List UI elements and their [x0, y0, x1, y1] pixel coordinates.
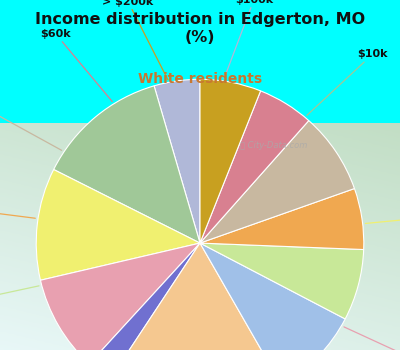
- Text: $50k: $50k: [0, 201, 35, 218]
- Wedge shape: [54, 86, 200, 243]
- Text: ⓘ City-Data.com: ⓘ City-Data.com: [240, 141, 307, 150]
- Text: Income distribution in Edgerton, MO
(%): Income distribution in Edgerton, MO (%): [35, 12, 365, 45]
- Text: $200k: $200k: [0, 286, 39, 312]
- Text: $150k: $150k: [344, 327, 400, 350]
- Text: $125k: $125k: [366, 209, 400, 223]
- Wedge shape: [200, 243, 345, 350]
- Wedge shape: [200, 79, 260, 243]
- Text: $100k: $100k: [224, 0, 273, 78]
- Text: White residents: White residents: [138, 72, 262, 86]
- Text: $10k: $10k: [307, 49, 388, 116]
- Text: > $200k: > $200k: [102, 0, 168, 80]
- Wedge shape: [200, 243, 364, 319]
- Wedge shape: [36, 169, 200, 280]
- Text: $60k: $60k: [40, 29, 112, 101]
- Wedge shape: [154, 79, 200, 243]
- Wedge shape: [200, 121, 354, 243]
- Wedge shape: [110, 243, 282, 350]
- Wedge shape: [40, 243, 200, 350]
- Wedge shape: [200, 189, 364, 250]
- Wedge shape: [200, 91, 309, 243]
- Text: $30k: $30k: [0, 101, 62, 150]
- Wedge shape: [89, 243, 200, 350]
